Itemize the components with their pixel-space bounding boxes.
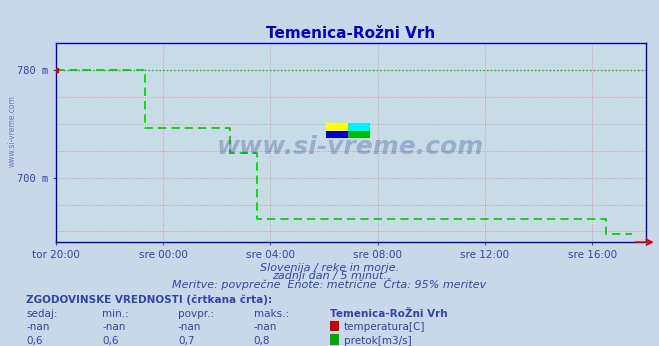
Text: ZGODOVINSKE VREDNOSTI (črtkana črta):: ZGODOVINSKE VREDNOSTI (črtkana črta): [26,294,272,305]
Text: maks.:: maks.: [254,309,289,319]
Text: 0,6: 0,6 [102,336,119,346]
Bar [326,123,348,131]
Text: www.si-vreme.com: www.si-vreme.com [8,95,17,167]
Text: -nan: -nan [102,322,125,333]
Text: 0,7: 0,7 [178,336,194,346]
Text: 0,6: 0,6 [26,336,43,346]
Text: www.si-vreme.com: www.si-vreme.com [217,135,484,159]
Text: min.:: min.: [102,309,129,319]
Text: povpr.:: povpr.: [178,309,214,319]
Text: 0,8: 0,8 [254,336,270,346]
Text: Slovenija / reke in morje.: Slovenija / reke in morje. [260,263,399,273]
Title: Temenica-Rožni Vrh: Temenica-Rožni Vrh [266,26,436,41]
Bar [348,123,370,131]
Text: sedaj:: sedaj: [26,309,58,319]
Bar [326,131,348,138]
Text: Meritve: povprečne  Enote: metrične  Črta: 95% meritev: Meritve: povprečne Enote: metrične Črta:… [173,278,486,290]
Text: -nan: -nan [26,322,49,333]
Text: Temenica-RoŽni Vrh: Temenica-RoŽni Vrh [330,309,447,319]
Text: -nan: -nan [178,322,201,333]
Text: -nan: -nan [254,322,277,333]
Text: temperatura[C]: temperatura[C] [344,322,426,333]
Text: pretok[m3/s]: pretok[m3/s] [344,336,412,346]
Text: zadnji dan / 5 minut.: zadnji dan / 5 minut. [272,271,387,281]
Bar [348,131,370,138]
